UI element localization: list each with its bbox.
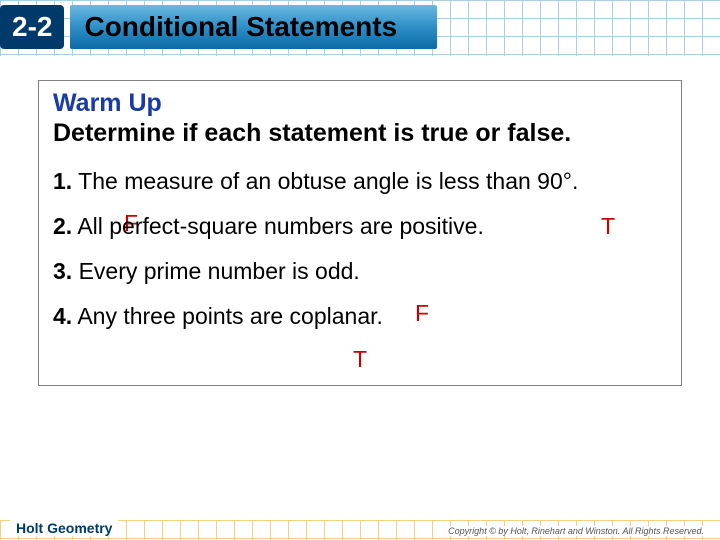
question-text: The measure of an obtuse angle is less t… xyxy=(78,168,578,194)
question-text: All perfect-square numbers are positive. xyxy=(77,213,484,239)
footer-brand: Holt Geometry xyxy=(10,520,118,536)
question-2: 2. All perfect-square numbers are positi… xyxy=(53,212,667,241)
question-4: 4. Any three points are coplanar. xyxy=(53,302,667,331)
question-1: 1. The measure of an obtuse angle is les… xyxy=(53,167,667,196)
question-number: 3. xyxy=(53,258,72,284)
warmup-box: Warm Up Determine if each statement is t… xyxy=(38,80,682,386)
footer: Holt Geometry Copyright © by Holt, Rineh… xyxy=(0,510,720,540)
question-3: 3. Every prime number is odd. F xyxy=(53,257,667,286)
question-number: 1. xyxy=(53,168,72,194)
answer-label: T xyxy=(53,346,667,373)
question-text: Every prime number is odd. xyxy=(79,258,360,284)
warmup-instruction: Determine if each statement is true or f… xyxy=(53,118,667,149)
header-bar: 2-2 Conditional Statements xyxy=(0,0,720,56)
question-text: Any three points are coplanar. xyxy=(77,303,383,329)
footer-copyright: Copyright © by Holt, Rinehart and Winsto… xyxy=(442,526,710,536)
question-number: 2. xyxy=(53,213,72,239)
answer-label: T xyxy=(601,212,615,241)
header-ribbon: 2-2 Conditional Statements xyxy=(0,4,437,50)
page-title: Conditional Statements xyxy=(70,5,437,49)
warmup-heading: Warm Up xyxy=(53,89,667,118)
section-number-badge: 2-2 xyxy=(0,5,64,49)
question-number: 4. xyxy=(53,303,72,329)
